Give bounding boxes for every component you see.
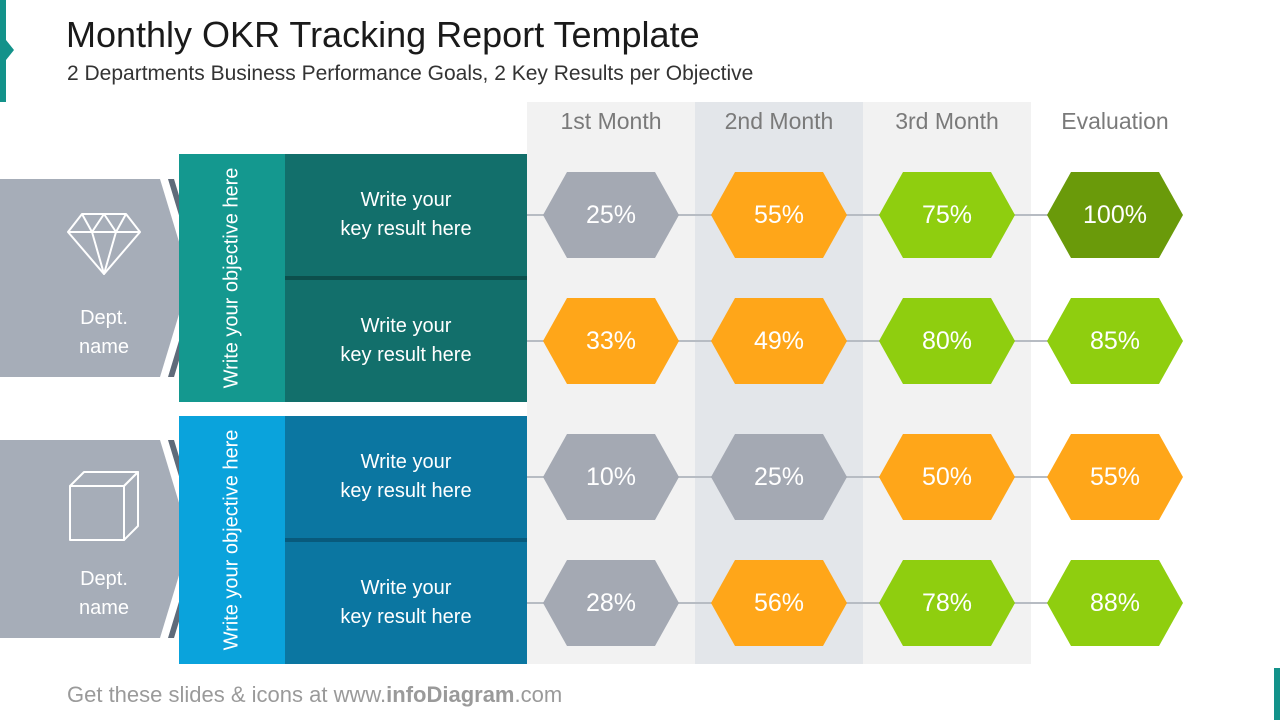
progress-hexagon: 25% [543,172,679,258]
accent-notch [6,40,14,60]
column-header-3rd-month: 3rd Month [895,108,999,134]
diamond-icon [66,206,142,282]
progress-hexagon: 78% [879,560,1015,646]
progress-hexagon: 10% [543,434,679,520]
progress-value: 25% [585,201,637,229]
page-title: Monthly OKR Tracking Report Template [66,14,700,55]
objective-text: Write your objective here [220,167,243,389]
progress-hexagon: 33% [543,298,679,384]
progress-value: 75% [921,201,973,229]
key-result-divider [285,538,527,542]
progress-value: 33% [585,327,637,355]
key-result-text-line2: key result here [340,480,472,502]
progress-value: 88% [1089,589,1141,617]
key-result-text-line1: Write your [360,189,452,211]
progress-hexagon: 28% [543,560,679,646]
key-result-box: Write your key result here [285,280,527,402]
progress-value: 85% [1089,327,1141,355]
row-connector-line [527,214,1167,216]
key-result-divider [285,276,527,280]
progress-value: 55% [1089,463,1141,491]
accent-bar [0,0,6,102]
progress-hexagon: 56% [711,560,847,646]
row-connector-line [527,340,1167,342]
progress-value: 56% [753,589,805,617]
progress-value: 78% [921,589,973,617]
progress-hexagon: 55% [1047,434,1183,520]
progress-hexagon: 88% [1047,560,1183,646]
progress-value: 25% [753,463,805,491]
objective-text: Write your objective here [220,429,243,651]
key-result-box: Write your key result here [285,154,527,276]
key-result-text-line1: Write your [360,577,452,599]
progress-hexagon: 49% [711,298,847,384]
footer-text: Get these slides & icons at www.infoDiag… [67,682,563,707]
department-label: Dept. name [78,568,130,619]
progress-hexagon: 50% [879,434,1015,520]
progress-value: 28% [585,589,637,617]
key-result-text-line2: key result here [340,606,472,628]
page-subtitle: 2 Departments Business Performance Goals… [67,62,754,85]
key-result-box: Write your key result here [285,542,527,664]
key-result-text-line2: key result here [340,218,472,240]
progress-value: 100% [1083,201,1147,229]
department-label: Dept. name [78,307,130,358]
progress-hexagon: 85% [1047,298,1183,384]
progress-hexagon: 25% [711,434,847,520]
key-result-text-line1: Write your [360,315,452,337]
progress-hexagon: 80% [879,298,1015,384]
footer-brand: infoDiagram [386,682,515,707]
progress-hexagon: 55% [711,172,847,258]
progress-value: 80% [921,327,973,355]
objective-column: Write your objective here [179,416,285,664]
progress-value: 10% [585,463,637,491]
key-result-text-line1: Write your [360,451,452,473]
objective-column: Write your objective here [179,154,285,402]
progress-value: 55% [753,201,805,229]
column-header-evaluation: Evaluation [1061,108,1169,134]
progress-value: 49% [753,327,805,355]
corner-accent [1274,668,1280,720]
progress-hexagon: 75% [879,172,1015,258]
row-connector-line [527,476,1167,478]
progress-hexagon: 100% [1047,172,1183,258]
box-icon [66,468,142,544]
progress-value: 50% [921,463,973,491]
row-connector-line [527,602,1167,604]
key-result-box: Write your key result here [285,416,527,538]
key-result-text-line2: key result here [340,344,472,366]
column-header-1st-month: 1st Month [560,108,662,134]
column-header-2nd-month: 2nd Month [724,108,834,134]
